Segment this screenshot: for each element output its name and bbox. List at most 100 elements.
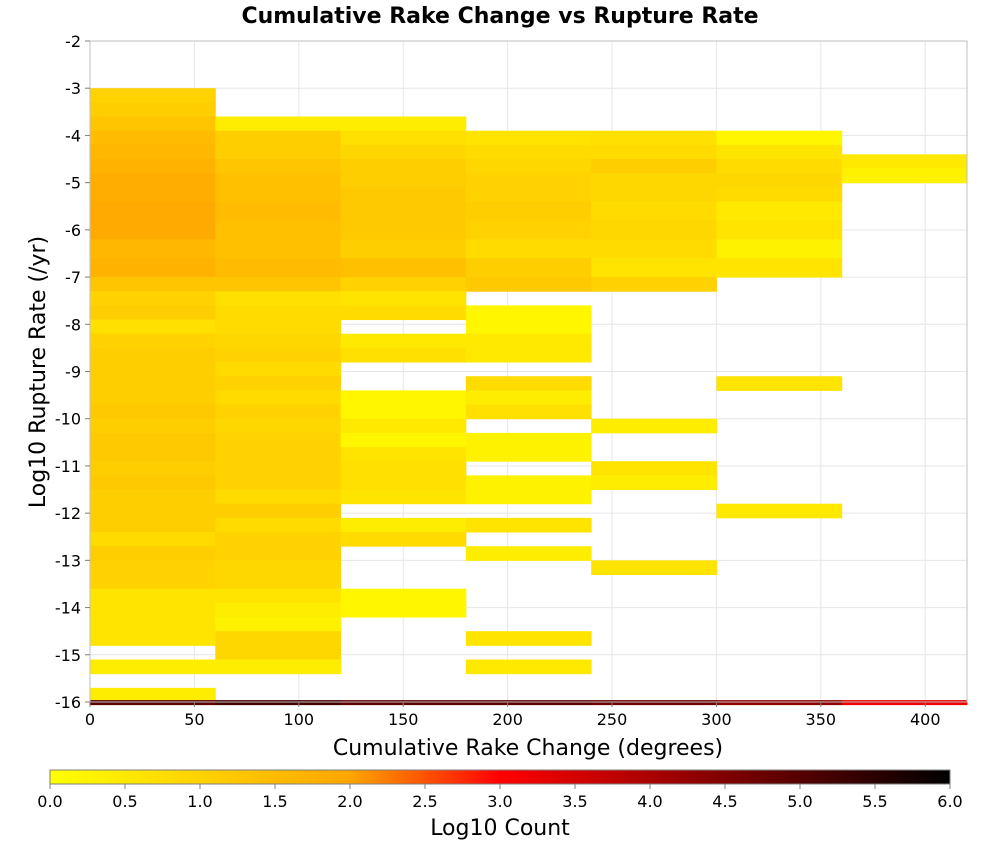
colorbar-tick-label: 1.0 [187,792,212,811]
heatmap-cell [340,602,467,618]
heatmap-cell [215,159,342,174]
heatmap-cell [215,305,342,321]
heatmap-cell [591,560,717,576]
heatmap-cell [215,418,342,434]
colorbar-ticks: 0.0 0.5 1.0 1.5 2.0 2.5 3.0 3.5 4.0 4.5 5.0 5.5 6.0 [37,784,963,811]
heatmap-cell [591,258,717,278]
x-tick-label: 150 [388,710,419,729]
heatmap-cell [90,503,216,519]
colorbar-tick-label: 2.0 [337,792,362,811]
heatmap-cell [215,258,342,278]
heatmap-cell [90,239,216,259]
heatmap-cell [90,532,216,547]
heatmap-cell [591,159,717,174]
heatmap-cell [716,187,843,203]
heatmap-cell [340,475,467,491]
heatmap-cell [215,220,342,240]
heatmap-cell [215,645,342,661]
heatmap-cell [716,201,843,221]
heatmap-cell [215,489,342,505]
heatmap-cell [215,277,342,292]
colorbar-tick-label: 3.0 [487,792,512,811]
heatmap-cell [340,201,467,221]
heatmap-cell [340,173,467,188]
heatmap-cell [716,503,843,519]
heatmap-cell [215,602,342,618]
heatmap-cell [90,333,216,349]
heatmap-cell [90,432,216,448]
heatmap-cell [591,144,717,160]
heatmap-cell [340,347,467,363]
heatmap-cell [90,201,216,221]
x-tick-label: 400 [910,710,941,729]
heatmap-cell [340,291,467,306]
heatmap-cell [215,659,342,675]
colorbar-tick-label: 5.5 [862,792,887,811]
heatmap-cell [591,130,717,146]
heatmap-cell [340,588,467,604]
heatmap-cell [591,475,717,491]
heatmap-cell [90,617,216,632]
heatmap-cell [90,659,216,675]
y-tick-label: -4 [65,126,81,145]
colorbar-tick-label: 0.5 [112,792,137,811]
heatmap-cell-bottom-row [716,700,843,706]
y-tick-label: -10 [55,410,81,429]
colorbar-tick-label: 5.0 [787,792,812,811]
heatmap-cell [465,376,592,391]
colorbar [49,769,951,785]
colorbar-tick-label: 4.5 [712,792,737,811]
heatmap-cell [90,220,216,240]
heatmap-cell [90,489,216,505]
y-tick-label: -11 [55,457,81,476]
heatmap-cell [716,130,843,146]
heatmap-cell [90,277,216,292]
heatmap-cell [465,347,592,363]
x-axis-label: Cumulative Rake Change (degrees) [333,736,723,761]
heatmap-cell [215,546,342,561]
heatmap-cell [90,687,216,703]
y-tick-label: -6 [65,221,81,240]
heatmap-cell [340,404,467,420]
heatmap-cell [90,475,216,491]
axis-ticks: 0 50 100 150 200 250 300 350 400 -2 -3 -4 -5 -6 -7 -8 -9… [55,32,941,729]
y-tick-label: -5 [65,174,81,193]
heatmap-cell [90,130,216,146]
x-tick-label: 200 [492,710,523,729]
heatmap-cell [215,130,342,146]
heatmap-cell [90,319,216,335]
heatmap-cell [90,574,216,590]
y-tick-label: -8 [65,315,81,334]
heatmap-cell [215,517,342,533]
heatmap-cell [215,631,342,646]
heatmap-cell [340,418,467,434]
heatmap-cell [465,159,592,174]
heatmap-cell [90,116,216,132]
heatmap-cell [340,461,467,476]
heatmap-cell [591,187,717,203]
heatmap-cell [90,602,216,618]
heatmap-cell [465,220,592,240]
heatmap-cell [215,390,342,406]
heatmap-cell [215,461,342,476]
x-tick-label: 350 [806,710,837,729]
colorbar-tick-label: 6.0 [937,792,962,811]
heatmap-cell [215,116,342,132]
heatmap-cell [340,489,467,505]
heatmap-cell [90,187,216,203]
y-tick-label: -14 [55,599,81,618]
heatmap-cell [465,404,592,420]
heatmap-cell [215,432,342,448]
heatmap-cell [90,347,216,363]
heatmap-cell [465,144,592,160]
heatmap-cell [465,173,592,188]
colorbar-label: Log10 Count [430,816,570,841]
heatmap-cell [90,376,216,391]
heatmap-cell [215,376,342,391]
heatmap-cell [465,390,592,406]
heatmap-cell [215,333,342,349]
heatmap-cell [90,390,216,406]
y-tick-label: -7 [65,268,81,287]
heatmap-cell [215,574,342,590]
